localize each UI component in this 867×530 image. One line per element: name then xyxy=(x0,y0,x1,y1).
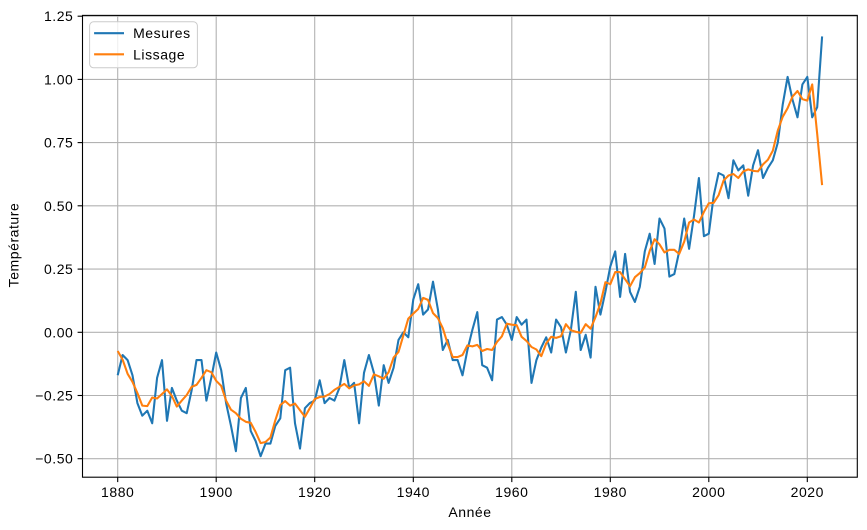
svg-text:Mesures: Mesures xyxy=(133,25,191,41)
svg-text:0.75: 0.75 xyxy=(44,135,73,151)
svg-text:0.00: 0.00 xyxy=(44,324,73,340)
svg-text:−0.50: −0.50 xyxy=(35,451,73,467)
svg-text:1880: 1880 xyxy=(101,484,134,500)
svg-text:1940: 1940 xyxy=(397,484,430,500)
svg-text:0.25: 0.25 xyxy=(44,261,73,277)
svg-text:1960: 1960 xyxy=(495,484,528,500)
svg-text:Température: Température xyxy=(6,203,22,288)
svg-text:2000: 2000 xyxy=(692,484,725,500)
svg-text:1.25: 1.25 xyxy=(44,8,73,24)
svg-text:1.00: 1.00 xyxy=(44,71,73,87)
svg-text:0.50: 0.50 xyxy=(44,198,73,214)
svg-text:Année: Année xyxy=(448,504,491,520)
svg-text:Lissage: Lissage xyxy=(133,46,185,62)
svg-text:1900: 1900 xyxy=(200,484,233,500)
svg-text:−0.25: −0.25 xyxy=(35,388,73,404)
svg-text:1920: 1920 xyxy=(298,484,331,500)
svg-text:2020: 2020 xyxy=(791,484,824,500)
svg-text:1980: 1980 xyxy=(594,484,627,500)
